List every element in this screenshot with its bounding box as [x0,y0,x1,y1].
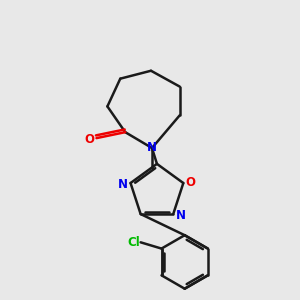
Text: Cl: Cl [127,236,140,249]
Text: N: N [147,140,157,154]
Text: N: N [176,208,186,221]
Text: O: O [85,133,94,146]
Text: O: O [185,176,195,188]
Text: N: N [118,178,128,190]
